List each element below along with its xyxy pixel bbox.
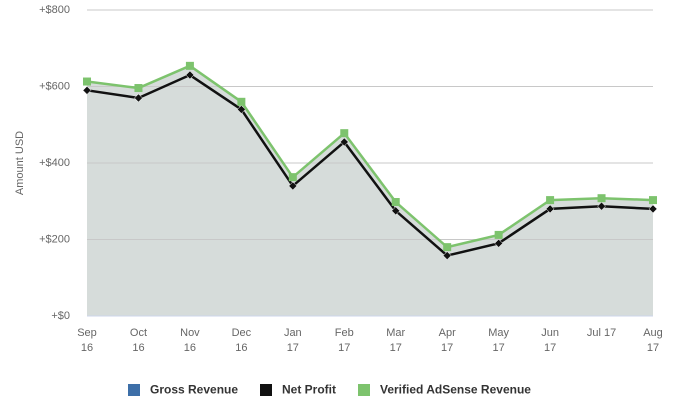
x-tick-label: Jan 17	[283, 327, 302, 354]
marker	[546, 196, 555, 205]
marker	[545, 204, 555, 214]
y-tick-label: +$200	[39, 233, 70, 245]
y-tick-label: +$400	[39, 157, 70, 169]
y-axis-label: Amount USD	[14, 131, 26, 195]
x-tick-label: Jun 17	[541, 327, 559, 354]
legend-label: Verified AdSense Revenue	[380, 383, 531, 397]
marker	[494, 230, 503, 239]
marker	[339, 137, 349, 147]
y-tick-label: +$0	[51, 310, 70, 322]
legend-swatch	[260, 384, 272, 396]
x-tick-label: Dec 16	[231, 327, 252, 354]
marker	[442, 251, 452, 260]
x-tick-label: Aug 17	[643, 327, 663, 354]
legend-label: Gross Revenue	[150, 383, 238, 397]
marker	[237, 105, 246, 114]
x-tick-label: Nov 16	[180, 327, 200, 354]
x-tick-label: Feb 17	[334, 327, 354, 354]
y-tick-label: +$600	[39, 80, 70, 92]
marker	[185, 70, 195, 80]
line	[86, 73, 654, 257]
marker	[134, 93, 143, 103]
marker	[597, 201, 606, 211]
marker	[288, 181, 298, 191]
marker	[648, 204, 658, 214]
marker	[391, 206, 401, 216]
x-tick-label: Jul 17	[586, 327, 617, 339]
marker	[237, 97, 246, 106]
marker	[340, 129, 349, 138]
marker	[391, 198, 400, 207]
x-tick-label: Oct 16	[129, 327, 148, 354]
marker	[288, 173, 297, 182]
x-tick-label: Mar 17	[386, 327, 406, 354]
legend-label: Net Profit	[282, 383, 336, 397]
line	[86, 64, 654, 249]
x-tick-label: Sep 16	[77, 327, 97, 354]
x-tick-label: May 17	[488, 327, 510, 354]
x-tick-label: Apr 17	[438, 327, 456, 354]
marker	[185, 61, 194, 70]
legend-swatch	[358, 384, 370, 396]
marker	[649, 196, 657, 205]
marker	[83, 77, 91, 86]
y-tick-label: +$800	[39, 4, 70, 16]
marker	[443, 243, 452, 252]
marker	[597, 194, 606, 203]
marker	[82, 85, 92, 95]
marker	[134, 84, 143, 93]
legend-swatch	[128, 384, 140, 396]
marker	[494, 238, 503, 248]
area	[87, 65, 653, 316]
